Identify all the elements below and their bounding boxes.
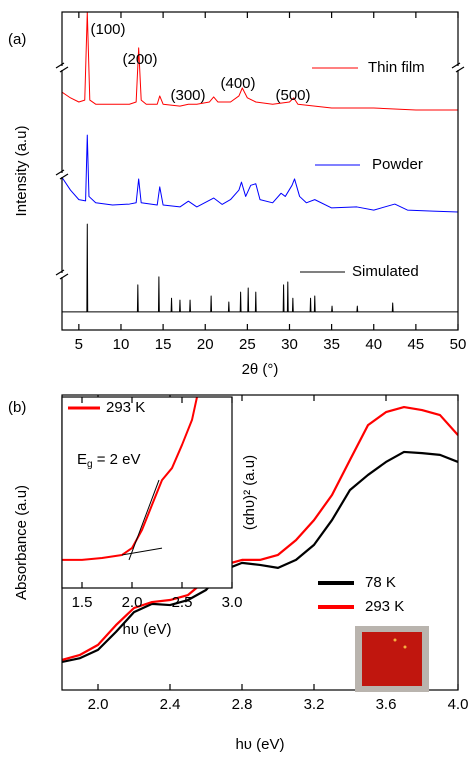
x-tick-label: 3.2: [304, 696, 325, 713]
band-gap-label: Eg = 2 eV: [77, 451, 141, 470]
legend-label: 293 K: [365, 598, 404, 615]
x-tick-label: 45: [408, 336, 425, 353]
data-line: [62, 134, 458, 213]
axis-break: [59, 273, 69, 280]
x-tick-label: 40: [365, 336, 382, 353]
plot-area: [62, 12, 458, 313]
legend-label: 78 K: [365, 574, 396, 591]
panel-label: (b): [8, 399, 26, 416]
axis-break: [59, 66, 69, 73]
sample-spot: [403, 645, 407, 649]
axis-break: [55, 62, 65, 69]
x-tick-label: 5: [75, 336, 83, 353]
legend-label: 293 K: [106, 399, 145, 416]
x-tick-label: 50: [450, 336, 467, 353]
x-axis-title: hυ (eV): [122, 621, 171, 638]
axis-break: [451, 62, 461, 69]
axis-break-gap: [56, 273, 68, 277]
peak-label: (200): [122, 51, 157, 68]
y-axis-title: Intensity (a.u): [13, 126, 30, 217]
band-gap-part: g: [87, 459, 93, 470]
x-tick-label: 2.0: [88, 696, 109, 713]
x-tick-label: 2.4: [160, 696, 181, 713]
x-tick-label: 35: [323, 336, 340, 353]
axis-break: [55, 169, 65, 176]
data-line: [62, 397, 198, 561]
x-tick-label: 10: [113, 336, 130, 353]
x-tick-label: 2.8: [232, 696, 253, 713]
x-axis-title: hυ (eV): [235, 736, 284, 753]
axis-break: [59, 173, 69, 180]
legend-label: Thin film: [368, 59, 425, 76]
inset-background: [62, 397, 232, 588]
x-axis-title: 2θ (°): [242, 361, 279, 378]
peak-label: (100): [90, 21, 125, 38]
plot-area: [62, 405, 458, 664]
x-tick-label: 3.6: [376, 696, 397, 713]
axis-break: [455, 66, 465, 73]
axis-break-gap: [56, 66, 68, 70]
legend-label: Powder: [372, 156, 423, 173]
x-tick-label: 2.5: [172, 594, 193, 611]
data-line: [62, 450, 458, 664]
legend-label: Simulated: [352, 263, 419, 280]
plot-frame: [61, 396, 233, 589]
sample-photo: [362, 632, 422, 686]
axis-break-gap: [56, 173, 68, 177]
peak-label: (500): [275, 87, 310, 104]
x-tick-label: 15: [155, 336, 172, 353]
fit-line: [121, 547, 163, 556]
y-axis-title: Absorbance (a.u): [13, 485, 30, 600]
band-gap-part: E: [77, 451, 87, 468]
panel-label: (a): [8, 31, 26, 48]
sample-spot: [393, 638, 397, 642]
axis-break: [55, 269, 65, 276]
x-tick-label: 1.5: [72, 594, 93, 611]
x-tick-label: 4.0: [448, 696, 469, 713]
fit-line: [128, 479, 160, 561]
band-gap-part: = 2 eV: [93, 451, 141, 468]
peak-label: (400): [220, 75, 255, 92]
x-tick-label: 25: [239, 336, 256, 353]
axis-break-gap: [452, 66, 464, 70]
data-line: [62, 223, 458, 313]
x-tick-label: 20: [197, 336, 214, 353]
x-tick-label: 30: [281, 336, 298, 353]
y-axis-title: (αhυ)² (a.u): [241, 455, 258, 530]
x-tick-label: 3.0: [222, 594, 243, 611]
x-tick-label: 2.0: [122, 594, 143, 611]
peak-label: (300): [170, 87, 205, 104]
data-line: [62, 405, 458, 661]
data-line: [62, 12, 458, 111]
plot-area: [62, 397, 198, 561]
